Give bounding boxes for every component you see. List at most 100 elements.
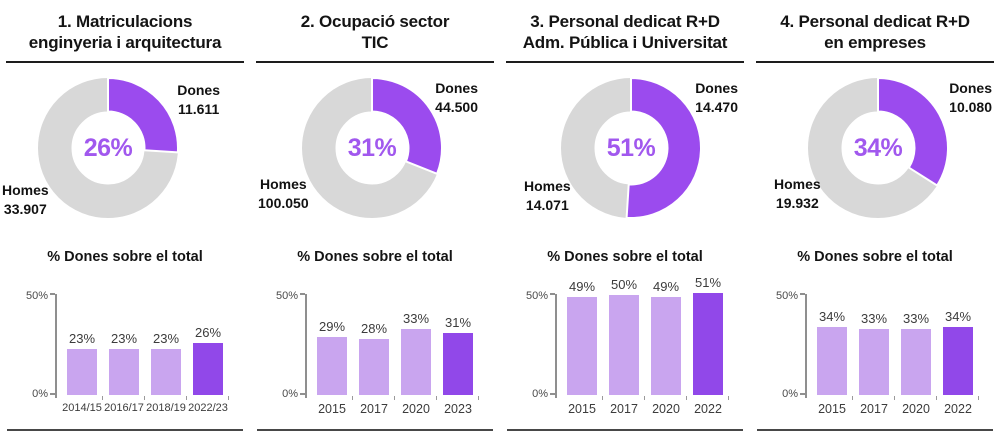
column-title: 4. Personal dedicat R+D en empreses [756,12,994,53]
x-axis-tick [477,396,479,401]
title-divider [256,61,494,64]
y-axis-tick-0 [800,393,805,396]
bar-cell: 33% [395,311,437,401]
y-axis: 50% 0% [521,273,557,400]
column-title: 3. Personal dedicat R+D Adm. Pública i U… [506,12,744,53]
bar [859,329,889,396]
donut-chart: 34% Dones 10.080 Homes 19.932 [750,63,1000,235]
bar-value-label: 33% [402,311,430,327]
x-axis-tick [601,396,603,401]
bar [67,349,97,396]
homes-label: Homes 14.071 [524,177,571,214]
bar-value-label: 23% [152,331,180,347]
column-title-line-2: TIC [361,32,389,52]
bar-cell: 33% [895,311,937,401]
bar [651,297,681,396]
homes-label: Homes 33.907 [2,181,49,218]
x-axis-label: 2020 [652,402,680,417]
x-axis-label: 2015 [318,402,346,417]
bar-value-label: 28% [360,321,388,337]
bar-value-label: 51% [694,275,722,291]
x-axis-label: 2017 [860,402,888,417]
dones-label: Dones 14.470 [695,79,738,116]
bars: 29% 28% 33% 31% [311,273,479,401]
bottom-divider [757,429,993,431]
bar [193,343,223,396]
y-axis-line [305,294,307,399]
x-axis-tick [143,396,145,401]
x-axis-label: 2015 [568,402,596,417]
dones-label-text: Dones [435,80,478,97]
y-axis-tick-50 [550,293,555,296]
bars: 49% 50% 49% 51% [561,273,729,401]
x-axis-label: 2022 [944,402,972,417]
dones-label: Dones 10.080 [949,79,992,116]
bars: 23% 23% 23% 26% [61,273,229,401]
bar-value-label: 23% [110,331,138,347]
column-title-line-1: 1. Matriculacions [57,12,193,31]
donut-slice-dones [371,77,443,176]
dones-value: 14.470 [695,98,738,115]
bar-cell: 33% [853,311,895,401]
bar-cell: 50% [603,277,645,401]
x-axis-tick [935,396,937,401]
x-axis-tick [685,396,687,401]
y-axis-line [555,294,557,399]
x-axis-label: 2020 [902,402,930,417]
chart-column: 4. Personal dedicat R+D en empreses 34% … [750,0,1000,438]
y-axis-max-label: 50% [275,290,298,303]
bar-value-label: 49% [568,279,596,295]
bar [443,333,473,396]
bar [943,327,973,396]
bar-cell: 28% [353,321,395,401]
bar-cell: 23% [103,331,145,401]
bar-value-label: 50% [610,277,638,293]
y-axis-max-label: 50% [25,290,48,303]
x-axis-label: 2018/19 [146,402,186,415]
x-axis-label: 2015 [818,402,846,417]
bar [609,295,639,396]
column-title-line-1: 2. Ocupació sector [300,12,450,31]
y-axis: 50% 0% [21,273,57,400]
y-axis-min-label: 0% [782,388,798,401]
x-axis-tick [227,396,229,401]
y-axis-min-label: 0% [32,388,48,401]
x-axis-tick [727,396,729,401]
bar-cell: 49% [645,279,687,401]
bar [401,329,431,396]
x-axis-labels: 2015 2017 2020 2023 [311,402,479,416]
donut-percent-label: 26% [83,133,133,162]
bar-value-label: 31% [444,315,472,331]
bar-cell: 34% [937,309,979,401]
x-axis-tick [893,396,895,401]
bar-value-label: 34% [818,309,846,325]
column-title-line-2: Adm. Pública i Universitat [522,32,728,52]
donut-percent-label: 31% [347,133,397,162]
donut-graphic: 31% [299,75,445,221]
x-axis-tick [185,396,187,401]
dones-label-text: Dones [949,80,992,97]
bar-value-label: 33% [902,311,930,327]
x-axis-tick [977,396,979,401]
x-axis-label: 2014/15 [62,402,102,415]
x-axis-tick [851,396,853,401]
dones-value: 44.500 [435,98,478,115]
donut-chart: 31% Dones 44.500 Homes 100.050 [250,63,500,235]
homes-value: 33.907 [3,200,47,217]
bar-chart-title: % Dones sobre el total [297,249,453,266]
column-title: 1. Matriculacions enginyeria i arquitect… [6,12,244,53]
bar-value-label: 23% [68,331,96,347]
x-axis-labels: 2015 2017 2020 2022 [561,402,729,416]
donut-slice-dones [625,77,702,220]
homes-label: Homes 100.050 [258,175,309,212]
donut-slice-dones [107,77,179,154]
x-axis-tick [435,396,437,401]
y-axis-min-label: 0% [282,388,298,401]
homes-label-text: Homes [774,176,821,193]
bottom-divider [257,429,493,431]
bar [109,349,139,396]
title-divider [756,61,994,64]
homes-value: 100.050 [258,194,309,211]
bar-cell: 49% [561,279,603,401]
y-axis: 50% 0% [271,273,307,400]
